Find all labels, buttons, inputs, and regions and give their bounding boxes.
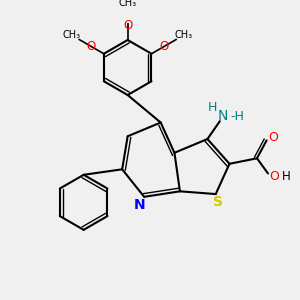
Text: H: H (207, 101, 217, 114)
Text: H: H (282, 170, 291, 183)
Text: CH₃: CH₃ (174, 30, 193, 40)
Text: O: O (87, 40, 96, 53)
Text: N: N (218, 109, 228, 123)
Text: O: O (123, 19, 132, 32)
Text: N: N (134, 197, 146, 212)
Text: CH₃: CH₃ (63, 30, 81, 40)
Text: -H: -H (230, 110, 244, 123)
Text: CH₃: CH₃ (118, 0, 137, 8)
Text: S: S (214, 195, 224, 209)
Text: O: O (268, 130, 278, 144)
Text: O: O (159, 40, 169, 53)
Text: O: O (269, 170, 279, 183)
